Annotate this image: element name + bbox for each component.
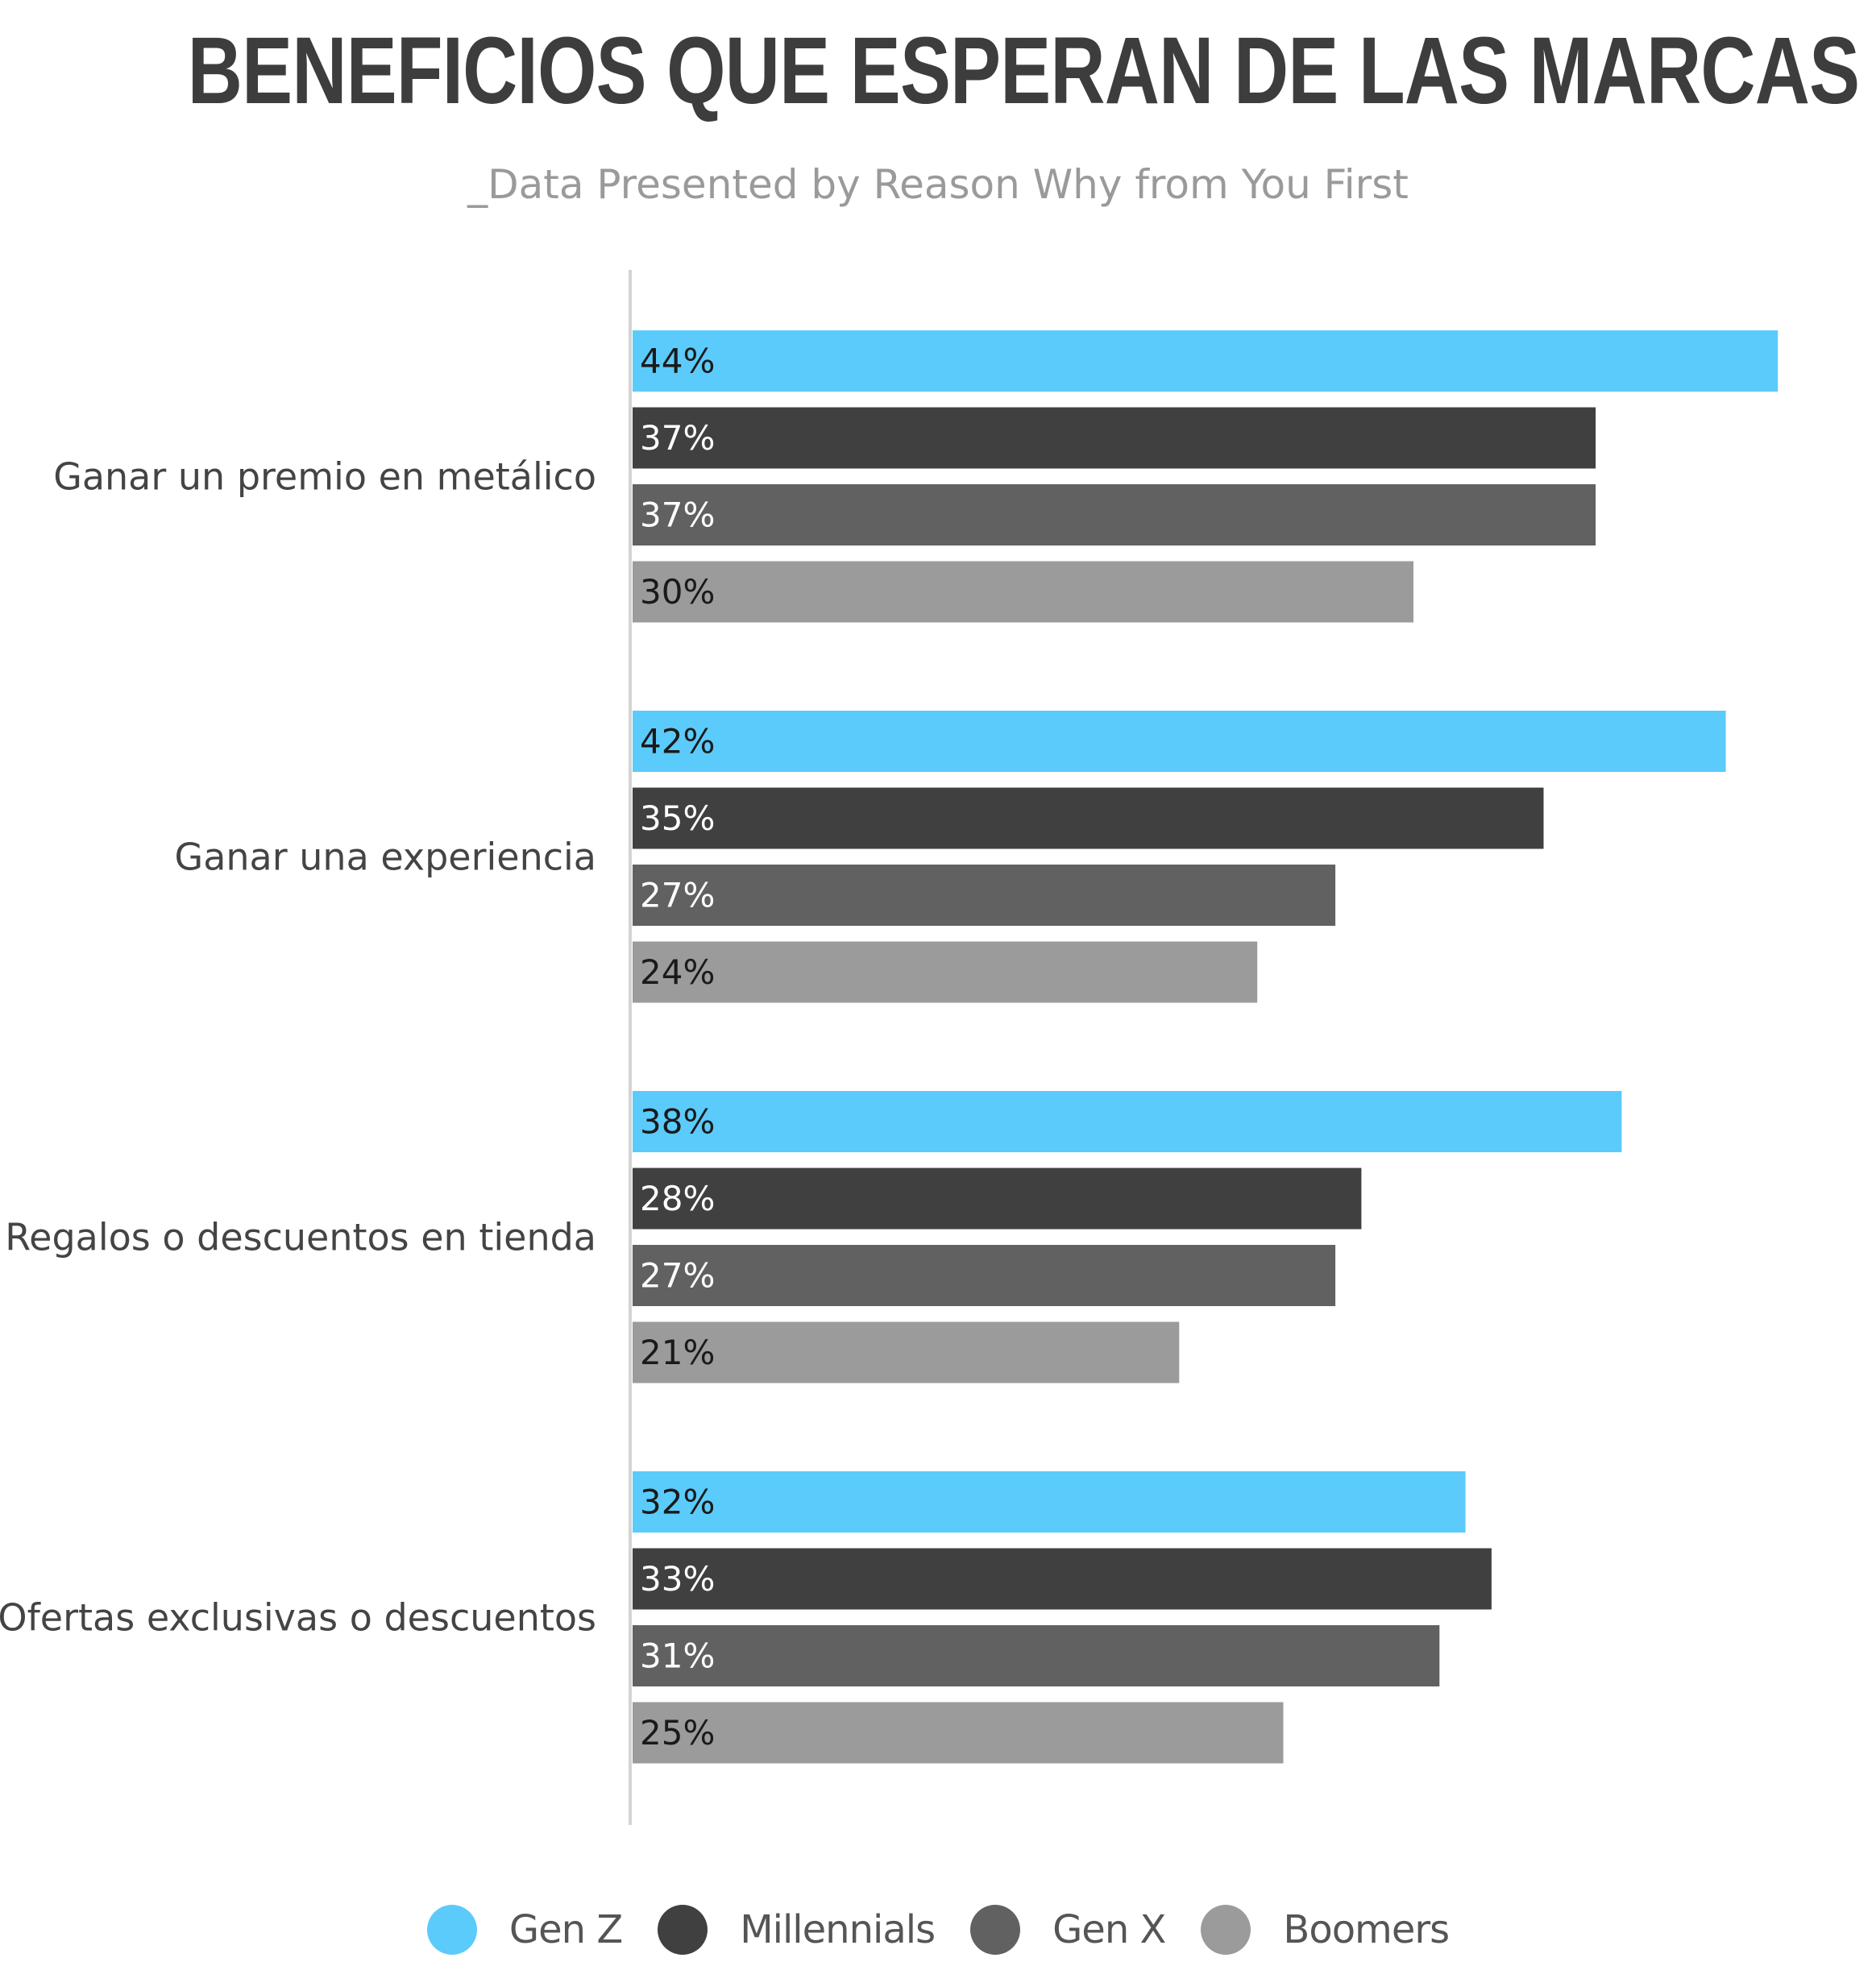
category-label: Regalos o descuentos en tienda [5,1215,596,1259]
bar [633,941,1258,1003]
bar [633,561,1413,623]
data-label: 35% [640,798,715,838]
legend-item: Millennials [658,1905,936,1955]
bar [633,1548,1492,1610]
bar [633,787,1544,849]
data-label: 31% [640,1636,715,1676]
data-label: 28% [640,1179,715,1218]
bar [633,1702,1284,1764]
chart-subtitle: _Data Presented by Reason Why from You F… [467,161,1409,208]
bar [633,865,1336,926]
legend-label: Millennials [740,1907,936,1952]
legend-label: Gen Z [508,1907,623,1952]
legend-swatch [426,1905,477,1955]
data-label: 37% [640,496,715,535]
bar [633,407,1596,469]
data-label: 27% [640,1256,715,1296]
legend-swatch [970,1905,1021,1955]
data-label: 32% [640,1483,715,1522]
legend-item: Boomers [1201,1905,1450,1955]
data-label: 44% [640,342,715,381]
legend-label: Boomers [1283,1907,1450,1952]
data-label: 42% [640,722,715,761]
legend-item: Gen X [970,1905,1166,1955]
data-label: 27% [640,876,715,915]
bar [633,1471,1466,1533]
data-label: 25% [640,1713,715,1753]
legend-swatch [1201,1905,1251,1955]
bar [633,484,1596,545]
data-label: 24% [640,952,715,992]
chart-title: BENEFICIOS QUE ESPERAN DE LAS MARCAS [187,18,1860,124]
legend-label: Gen X [1052,1907,1166,1952]
bar [633,1625,1440,1686]
data-label: 21% [640,1333,715,1372]
bar [633,1245,1336,1306]
legend: Gen Z Millennials Gen X Boomers [0,1898,1876,1962]
bar [633,711,1726,772]
bar [633,1321,1180,1383]
data-label: 33% [640,1559,715,1599]
category-label: Ganar una experiencia [175,835,596,878]
bar [633,1091,1622,1152]
data-label: 37% [640,418,715,458]
legend-swatch [658,1905,708,1955]
data-label: 30% [640,572,715,612]
legend-item: Gen Z [426,1905,623,1955]
bar [633,1168,1362,1230]
bar [633,330,1778,392]
data-label: 38% [640,1102,715,1142]
category-label: Ofertas exclusivas o descuentos [0,1595,596,1639]
category-label: Ganar un premio en metálico [53,454,596,498]
